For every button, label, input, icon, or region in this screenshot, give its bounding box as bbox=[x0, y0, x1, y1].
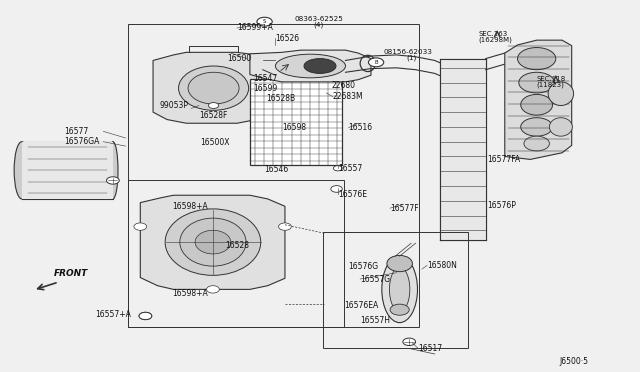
Text: 16500: 16500 bbox=[228, 54, 252, 63]
Text: 16577F: 16577F bbox=[390, 203, 419, 213]
Text: 22683M: 22683M bbox=[333, 92, 364, 101]
Text: FRONT: FRONT bbox=[54, 269, 88, 278]
Ellipse shape bbox=[390, 267, 410, 311]
Ellipse shape bbox=[331, 186, 342, 192]
Ellipse shape bbox=[195, 230, 231, 254]
Text: 16528B: 16528B bbox=[266, 94, 295, 103]
Ellipse shape bbox=[518, 48, 556, 70]
Ellipse shape bbox=[275, 54, 346, 78]
Ellipse shape bbox=[108, 142, 118, 199]
Text: 16576EA: 16576EA bbox=[344, 301, 378, 311]
Ellipse shape bbox=[106, 177, 119, 184]
Text: 16546: 16546 bbox=[264, 165, 289, 174]
Text: S: S bbox=[263, 19, 266, 24]
Text: (11823): (11823) bbox=[537, 82, 564, 89]
Text: 16516: 16516 bbox=[349, 123, 372, 132]
Ellipse shape bbox=[278, 223, 291, 230]
Ellipse shape bbox=[521, 118, 552, 136]
Text: 08363-62525: 08363-62525 bbox=[294, 16, 344, 22]
Text: SEC.163: SEC.163 bbox=[478, 31, 508, 37]
Text: (1): (1) bbox=[406, 54, 416, 61]
Bar bbox=[250, 79, 342, 164]
Polygon shape bbox=[250, 50, 371, 82]
Text: 16580N: 16580N bbox=[427, 261, 457, 270]
Text: 16576GA: 16576GA bbox=[64, 137, 99, 146]
Text: 22680: 22680 bbox=[332, 81, 355, 90]
Ellipse shape bbox=[257, 17, 272, 26]
Ellipse shape bbox=[139, 312, 152, 320]
Text: 16576E: 16576E bbox=[338, 190, 367, 199]
Ellipse shape bbox=[207, 286, 220, 293]
Text: 16576G: 16576G bbox=[349, 262, 379, 271]
Text: 16576P: 16576P bbox=[487, 201, 516, 210]
Text: 16599+A: 16599+A bbox=[237, 23, 273, 32]
Text: 16599: 16599 bbox=[253, 84, 277, 93]
Text: 16517: 16517 bbox=[418, 344, 442, 353]
Ellipse shape bbox=[382, 256, 417, 323]
Text: 16500X: 16500X bbox=[200, 138, 230, 147]
Ellipse shape bbox=[134, 223, 147, 230]
Bar bbox=[323, 232, 468, 349]
Text: (16298M): (16298M) bbox=[478, 37, 512, 44]
Polygon shape bbox=[22, 142, 113, 199]
Ellipse shape bbox=[333, 166, 342, 171]
Ellipse shape bbox=[390, 304, 409, 315]
Ellipse shape bbox=[519, 72, 554, 93]
Text: 16577: 16577 bbox=[64, 127, 88, 136]
Text: 99053P: 99053P bbox=[159, 101, 188, 110]
Ellipse shape bbox=[304, 59, 336, 73]
Text: J6500·5: J6500·5 bbox=[559, 357, 588, 366]
Text: 16557H: 16557H bbox=[360, 316, 390, 325]
Polygon shape bbox=[505, 40, 572, 160]
Ellipse shape bbox=[403, 338, 415, 346]
Polygon shape bbox=[140, 195, 285, 289]
Text: 16526: 16526 bbox=[275, 34, 300, 43]
Text: 16528: 16528 bbox=[226, 241, 250, 250]
Text: 08156-62033: 08156-62033 bbox=[384, 49, 433, 55]
Ellipse shape bbox=[524, 136, 549, 151]
Text: 16557G: 16557G bbox=[360, 275, 390, 283]
Text: 16557+A: 16557+A bbox=[96, 310, 132, 319]
Polygon shape bbox=[153, 52, 274, 123]
Ellipse shape bbox=[549, 118, 572, 136]
Text: 16598+A: 16598+A bbox=[172, 289, 208, 298]
Text: B: B bbox=[374, 60, 378, 65]
Ellipse shape bbox=[180, 218, 246, 266]
Bar bbox=[127, 180, 344, 327]
Text: 16598: 16598 bbox=[282, 123, 306, 132]
Bar bbox=[440, 59, 486, 240]
Text: 16528F: 16528F bbox=[199, 110, 227, 120]
Ellipse shape bbox=[179, 66, 248, 110]
Bar bbox=[127, 24, 419, 327]
Text: (4): (4) bbox=[314, 21, 324, 28]
Ellipse shape bbox=[548, 82, 573, 106]
Text: 16577FA: 16577FA bbox=[487, 155, 520, 164]
Ellipse shape bbox=[209, 103, 219, 109]
Text: 16598+A: 16598+A bbox=[172, 202, 208, 211]
Ellipse shape bbox=[387, 256, 412, 272]
Ellipse shape bbox=[14, 142, 29, 199]
Text: SEC.118: SEC.118 bbox=[537, 76, 566, 82]
Ellipse shape bbox=[188, 72, 239, 104]
Text: 16547: 16547 bbox=[253, 74, 277, 83]
Text: 16557: 16557 bbox=[338, 164, 362, 173]
Ellipse shape bbox=[369, 58, 384, 67]
Ellipse shape bbox=[139, 312, 152, 320]
Ellipse shape bbox=[165, 209, 260, 275]
Ellipse shape bbox=[521, 94, 552, 115]
